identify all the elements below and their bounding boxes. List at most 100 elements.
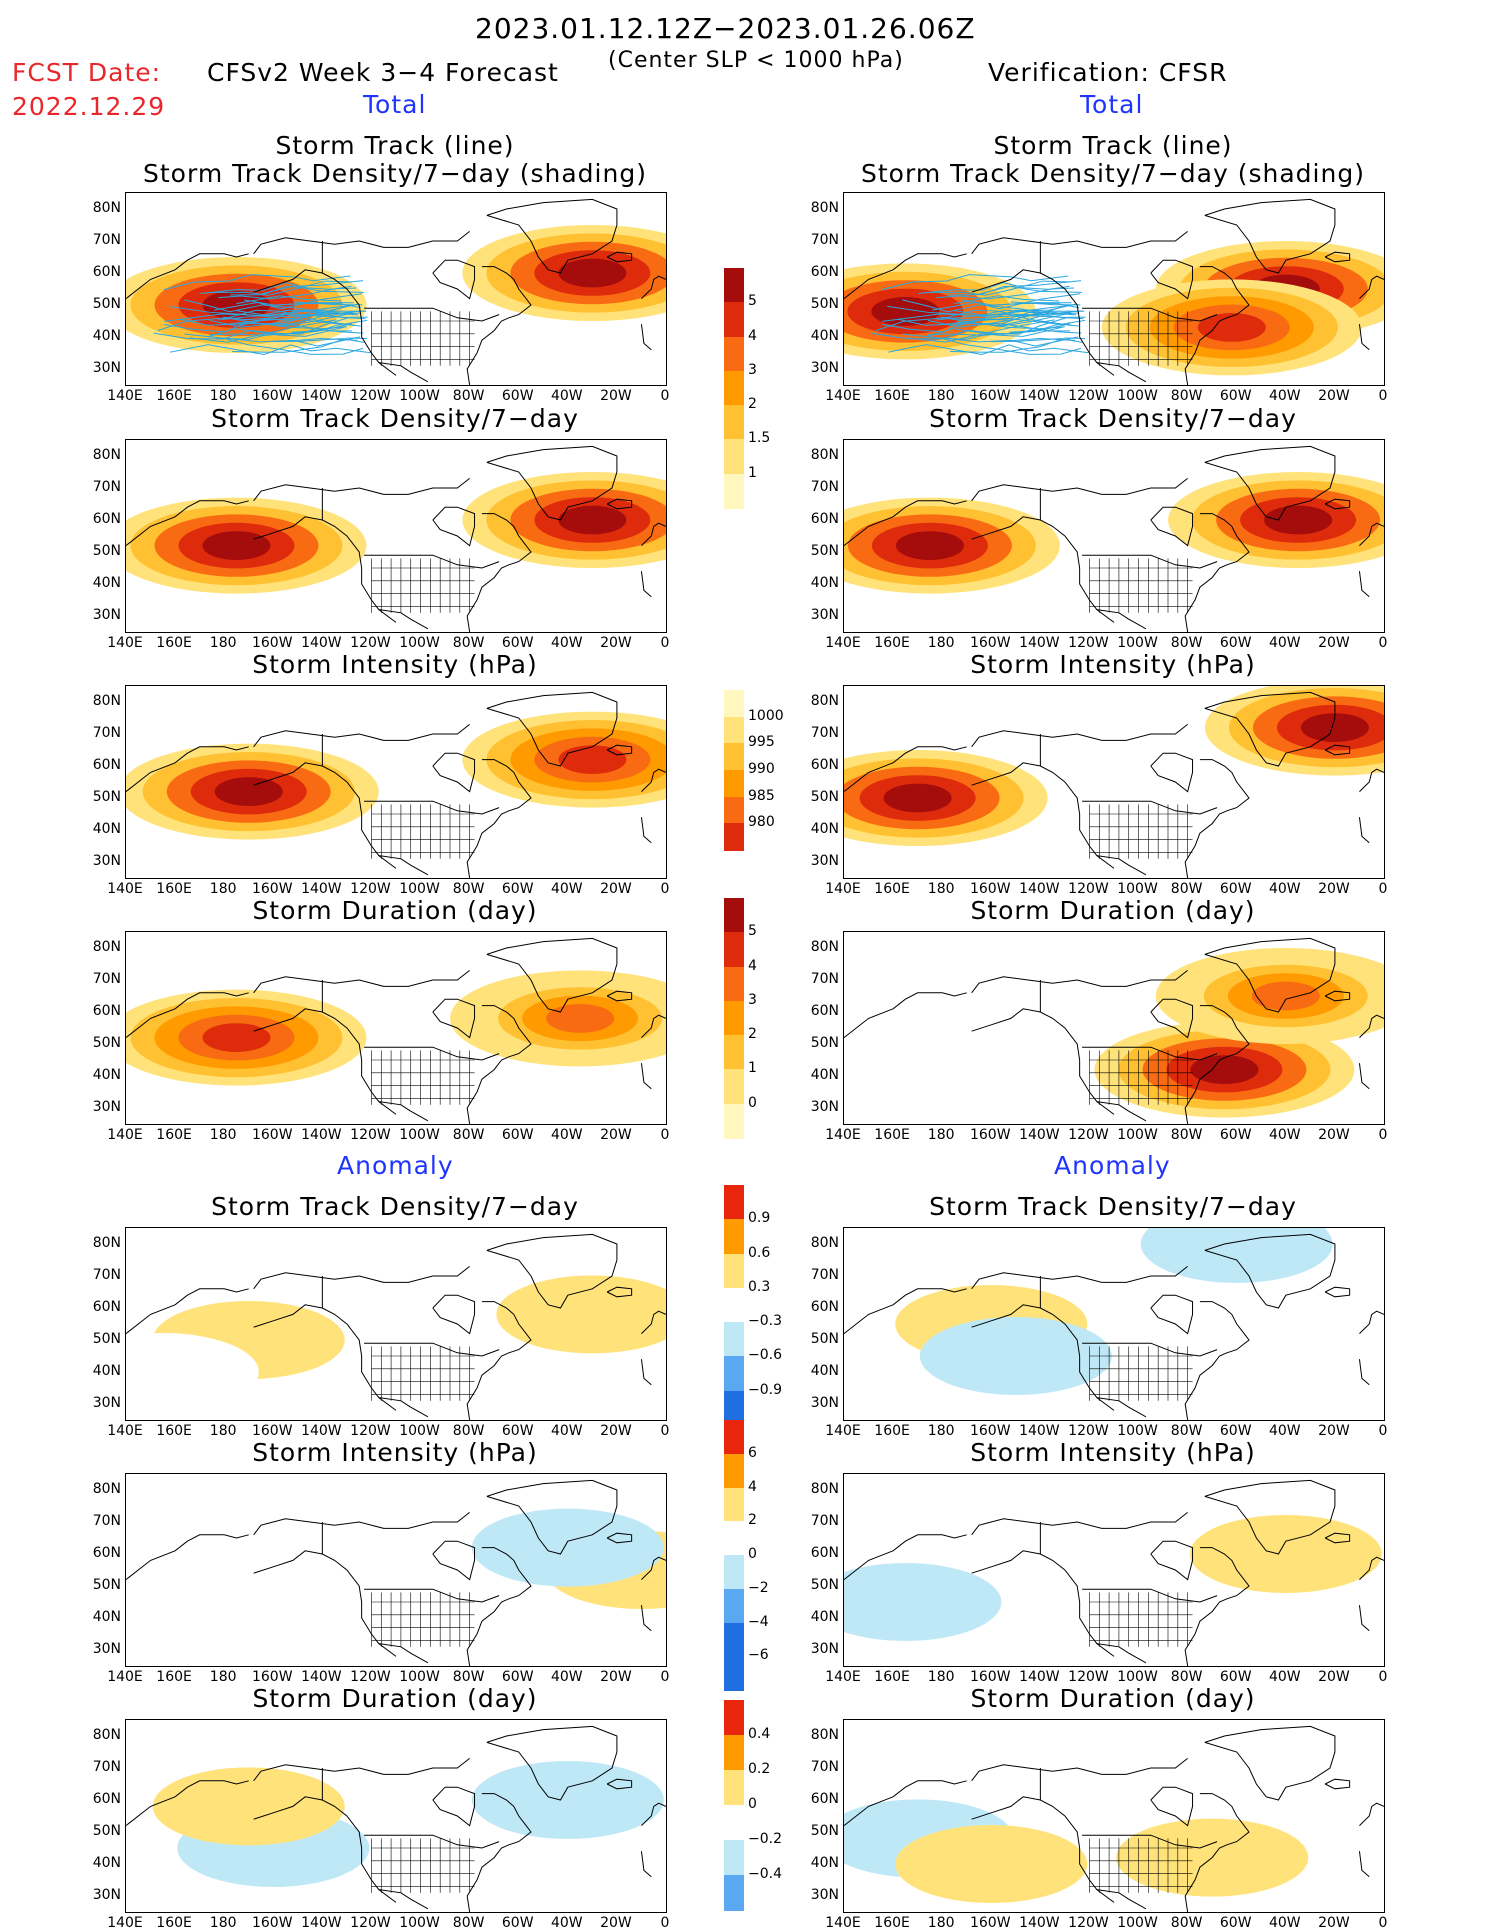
lon-tick-label: 140W xyxy=(1019,881,1060,897)
lon-tick-label: 40W xyxy=(1268,1423,1301,1439)
lon-tick-label: 0 xyxy=(1378,1423,1388,1439)
storm-track xyxy=(292,301,363,306)
colorbar-density xyxy=(724,268,744,509)
lat-tick-label: 40N xyxy=(810,1363,839,1379)
map-forecast-density xyxy=(125,439,667,633)
state-borders xyxy=(1089,311,1193,366)
storm-track xyxy=(927,319,1086,336)
coastline xyxy=(641,1014,666,1038)
lon-tick-label: 60W xyxy=(501,1127,534,1143)
colorbar-label: 2 xyxy=(748,396,757,413)
lon-tick-label: 0 xyxy=(660,635,670,651)
coastline xyxy=(971,1758,1188,1782)
storm-track xyxy=(1009,337,1076,342)
panel-title-intensity-anom-right: Storm Intensity (hPa) xyxy=(970,1438,1256,1467)
lat-tick-label: 40N xyxy=(810,575,839,591)
coastline xyxy=(486,1725,618,1801)
lon-tick-label: 0 xyxy=(660,1669,670,1685)
map-canvas xyxy=(126,445,666,632)
coastline xyxy=(606,1286,633,1298)
lat-tick-label: 80N xyxy=(92,1235,121,1251)
anomaly-region xyxy=(844,1563,1002,1641)
lon-tick-label: 180 xyxy=(927,1915,955,1931)
coastline xyxy=(606,744,633,756)
panel-title-line1: Storm Track (line) xyxy=(993,131,1233,160)
lon-tick-label: 140W xyxy=(301,388,342,404)
coastline xyxy=(1324,1286,1351,1298)
coastline xyxy=(640,1605,652,1632)
lon-tick-label: 40W xyxy=(550,1669,583,1685)
lat-tick-label: 60N xyxy=(810,1299,839,1315)
lon-tick-label: 160W xyxy=(251,1669,293,1685)
lat-tick-label: 30N xyxy=(810,1395,839,1411)
lon-tick-label: 20W xyxy=(1318,1669,1350,1685)
lon-tick-label: 80W xyxy=(452,881,485,897)
coastline xyxy=(641,1310,666,1334)
coastline xyxy=(126,500,249,546)
lon-tick-label: 140E xyxy=(107,881,143,897)
lon-tick-label: 100W xyxy=(1117,1669,1158,1685)
lat-tick-label: 60N xyxy=(92,1545,121,1561)
storm-track xyxy=(209,317,361,327)
colorbar-segment xyxy=(724,1069,744,1105)
lat-tick-label: 80N xyxy=(92,200,121,216)
lat-tick-label: 50N xyxy=(92,1823,121,1839)
coastline xyxy=(1184,266,1250,385)
lon-tick-label: 120W xyxy=(1068,635,1109,651)
coastline xyxy=(844,500,967,546)
lat-tick-label: 60N xyxy=(810,511,839,527)
fcst-date-value: 2022.12.29 xyxy=(12,92,166,121)
storm-track xyxy=(936,287,1075,300)
lon-tick-label: 20W xyxy=(1318,1423,1350,1439)
map-canvas xyxy=(126,691,666,878)
lat-tick-label: 30N xyxy=(92,853,121,869)
lon-tick-label: 80W xyxy=(1170,1669,1203,1685)
coastline xyxy=(432,506,476,547)
lon-tick-label: 0 xyxy=(1378,635,1388,651)
lon-tick-label: 140W xyxy=(301,1915,342,1931)
lon-tick-label: 180 xyxy=(209,635,237,651)
lon-tick-label: 160E xyxy=(874,1127,910,1143)
lon-tick-label: 100W xyxy=(399,635,440,651)
colorbar-segment xyxy=(724,823,744,851)
coastline xyxy=(1082,800,1218,815)
coastline xyxy=(971,1512,1188,1536)
coastline xyxy=(1324,1778,1351,1790)
lat-tick-label: 60N xyxy=(810,757,839,773)
panel-title-intensity-anom-left: Storm Intensity (hPa) xyxy=(252,1438,538,1467)
coastline xyxy=(1082,554,1218,569)
map-forecast-duration-anomaly xyxy=(125,1719,667,1913)
storm-track xyxy=(184,333,364,355)
storm-track xyxy=(1010,301,1081,306)
storm-track xyxy=(230,280,364,296)
storm-track xyxy=(902,299,1080,315)
lon-tick-label: 80W xyxy=(1170,881,1203,897)
colorbar-segment xyxy=(724,1253,744,1289)
coastline xyxy=(1204,691,1336,767)
coastline xyxy=(432,1786,476,1827)
lon-tick-label: 140W xyxy=(301,1423,342,1439)
lat-tick-label: 40N xyxy=(810,328,839,344)
lon-tick-label: 180 xyxy=(209,388,237,404)
lat-tick-label: 80N xyxy=(810,1481,839,1497)
coastline xyxy=(971,1266,1188,1290)
lon-tick-label: 140W xyxy=(1019,1423,1060,1439)
map-canvas xyxy=(844,937,1384,1124)
anomaly-region xyxy=(126,1333,259,1411)
lon-tick-label: 100W xyxy=(399,1423,440,1439)
storm-track xyxy=(902,333,1082,355)
coastline xyxy=(1150,1786,1194,1827)
coastline xyxy=(486,691,618,767)
storm-track xyxy=(907,319,1055,343)
map-verification-intensity xyxy=(843,685,1385,879)
coastline xyxy=(1096,1643,1147,1664)
storm-track xyxy=(184,299,362,315)
lon-tick-label: 140E xyxy=(107,1669,143,1685)
lon-tick-label: 140W xyxy=(1019,1915,1060,1931)
panel-title-density-anom-right: Storm Track Density/7−day xyxy=(929,1192,1297,1221)
lon-tick-label: 140W xyxy=(1019,1127,1060,1143)
coastline xyxy=(1358,1851,1370,1878)
lon-tick-label: 160W xyxy=(251,1127,293,1143)
coastline xyxy=(844,746,967,792)
coastline xyxy=(1096,362,1147,383)
